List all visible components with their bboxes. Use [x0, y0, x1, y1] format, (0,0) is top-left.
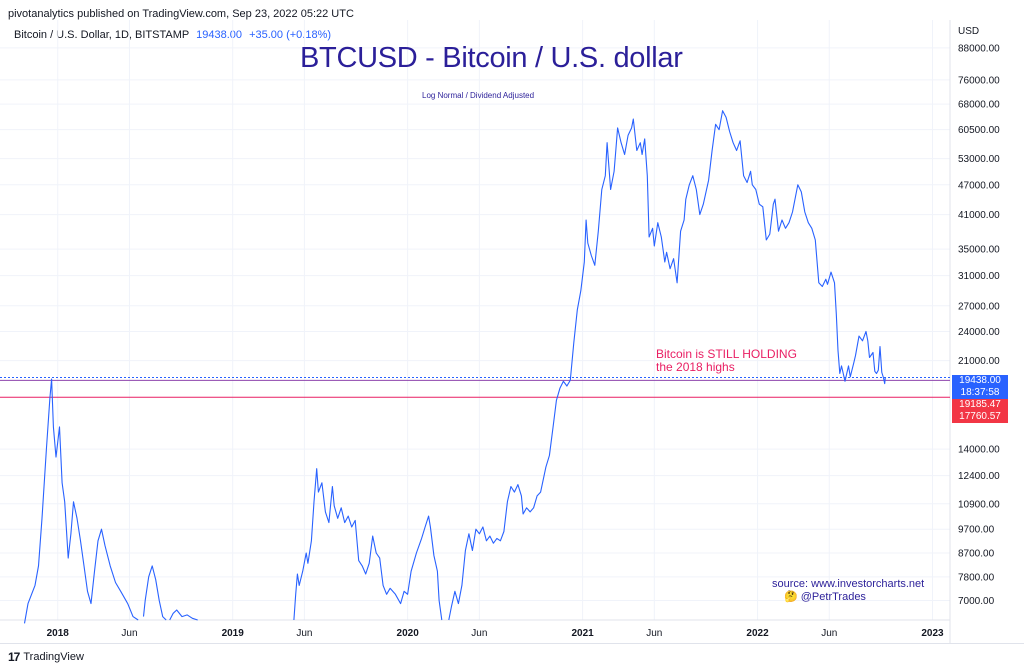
annotation-line-1: Bitcoin is STILL HOLDING [656, 347, 797, 361]
last-price: 19438.00 [196, 29, 242, 41]
y-tick-label: 60500.00 [958, 125, 1000, 136]
x-tick-label: Jun [646, 628, 662, 639]
y-tick-label: 68000.00 [958, 100, 1000, 111]
y-tick-label: 41000.00 [958, 210, 1000, 221]
y-tick-label: 27000.00 [958, 301, 1000, 312]
currency-label: USD [958, 26, 980, 37]
tradingview-brand: TradingView [23, 651, 84, 663]
publisher-line: pivotanalytics published on TradingView.… [8, 8, 354, 20]
emoji-icon: 🤔 [784, 591, 798, 603]
y-tick-label: 10900.00 [958, 499, 1000, 510]
price-line-segment [23, 378, 139, 624]
chart-subtitle: Log Normal / Dividend Adjusted [422, 91, 535, 100]
grid [0, 20, 950, 620]
level-tag-a: 19185.47 [952, 399, 1008, 411]
bar-countdown: 18:37:58 [960, 387, 1000, 398]
tradingview-logo[interactable]: 17 TradingView [8, 650, 84, 664]
chart-title: BTCUSD - Bitcoin / U.S. dollar [300, 42, 683, 74]
y-tick-label: 8700.00 [958, 548, 995, 559]
y-tick-label: 53000.00 [958, 154, 1000, 165]
y-tick-label: 76000.00 [958, 75, 1000, 86]
annotation-line-2: the 2018 highs [656, 360, 735, 374]
source-url: source: www.investorcharts.net [772, 578, 925, 590]
author-handle-text: @PetrTrades [800, 591, 866, 603]
source-credit: source: www.investorcharts.net 🤔 @PetrTr… [772, 578, 924, 604]
x-tick-label: Jun [296, 628, 312, 639]
y-tick-label: 35000.00 [958, 245, 1000, 256]
y-tick-label: 21000.00 [958, 356, 1000, 367]
y-tick-label: 12400.00 [958, 471, 1000, 482]
x-tick-label: 2021 [571, 628, 594, 639]
footer-bar: 17 TradingView [0, 643, 1024, 670]
current-price-value: 19438.00 [959, 375, 1001, 386]
x-tick-label: 2022 [746, 628, 769, 639]
price-axis[interactable]: 7000.00 7800.00 8700.00 9700.00 10900.00 1240… [958, 43, 1000, 607]
x-tick-label: 2019 [222, 628, 245, 639]
x-tick-label: 2023 [921, 628, 944, 639]
price-line-segment [293, 468, 443, 621]
annotation-text: Bitcoin is STILL HOLDING the 2018 highs [656, 348, 797, 374]
y-tick-label: 47000.00 [958, 180, 1000, 191]
y-tick-label: 14000.00 [958, 445, 1000, 456]
x-tick-label: Jun [821, 628, 837, 639]
time-axis[interactable]: 2018 Jun 2019 Jun 2020 Jun 2021 Jun 2022 Jun 2023 [47, 628, 944, 639]
y-tick-label: 88000.00 [958, 43, 1000, 54]
horizontal-levels[interactable] [0, 377, 950, 398]
price-line-segment [448, 110, 886, 621]
level-tag-b: 17760.57 [952, 411, 1008, 423]
author-handle: 🤔 @PetrTrades [772, 591, 924, 604]
y-tick-label: 7000.00 [958, 596, 995, 607]
tradingview-mark-icon: 17 [8, 650, 20, 664]
y-tick-label: 31000.00 [958, 271, 1000, 282]
price-series [23, 110, 886, 624]
y-tick-label: 24000.00 [958, 327, 1000, 338]
y-tick-label: 9700.00 [958, 525, 995, 536]
price-line-segment [142, 565, 167, 621]
current-price-tag: 19438.00 18:37:58 [952, 375, 1008, 399]
price-line-segment [169, 609, 198, 621]
price-change: +35.00 (+0.18%) [249, 29, 332, 41]
x-tick-label: 2020 [397, 628, 420, 639]
x-tick-label: Jun [121, 628, 137, 639]
x-tick-label: 2018 [47, 628, 70, 639]
x-tick-label: Jun [471, 628, 487, 639]
y-tick-label: 7800.00 [958, 572, 995, 583]
